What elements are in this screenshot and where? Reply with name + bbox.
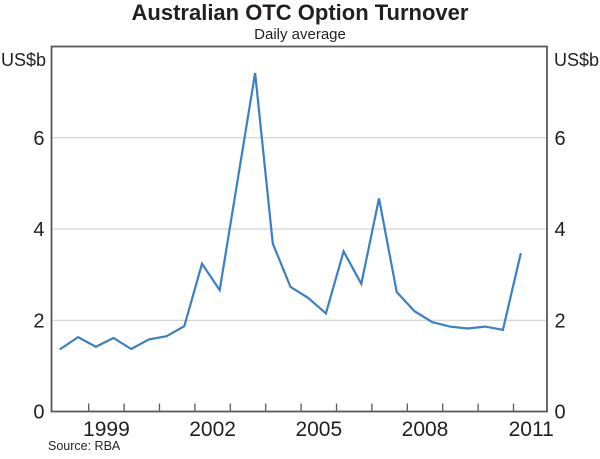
- y-tick-label-right: 2: [555, 310, 566, 332]
- chart-title: Australian OTC Option Turnover: [131, 0, 469, 25]
- turnover-line: [59, 72, 522, 351]
- plot-frame: [50, 45, 548, 413]
- x-tick-label: 2002: [189, 418, 236, 441]
- y-tick-label-left: 4: [33, 219, 44, 241]
- x-tick-label: 2011: [509, 418, 554, 441]
- source-note: Source: RBA: [48, 439, 121, 453]
- y-axis-unit-left: US$b: [0, 50, 46, 70]
- y-tick-label-right: 6: [555, 128, 566, 150]
- chart-subtitle: Daily average: [254, 26, 346, 43]
- y-tick-label-right: 4: [555, 219, 566, 241]
- y-tick-label-left: 6: [33, 128, 44, 150]
- y-axis-unit-right: US$b: [554, 50, 600, 70]
- y-tick-label-right: 0: [555, 402, 566, 424]
- x-tick-label: 1999: [83, 418, 130, 441]
- x-tick-label: 2008: [402, 418, 449, 441]
- y-tick-label-left: 2: [33, 310, 44, 332]
- x-tick-label: 2005: [295, 418, 342, 441]
- y-tick-label-left: 0: [33, 402, 44, 424]
